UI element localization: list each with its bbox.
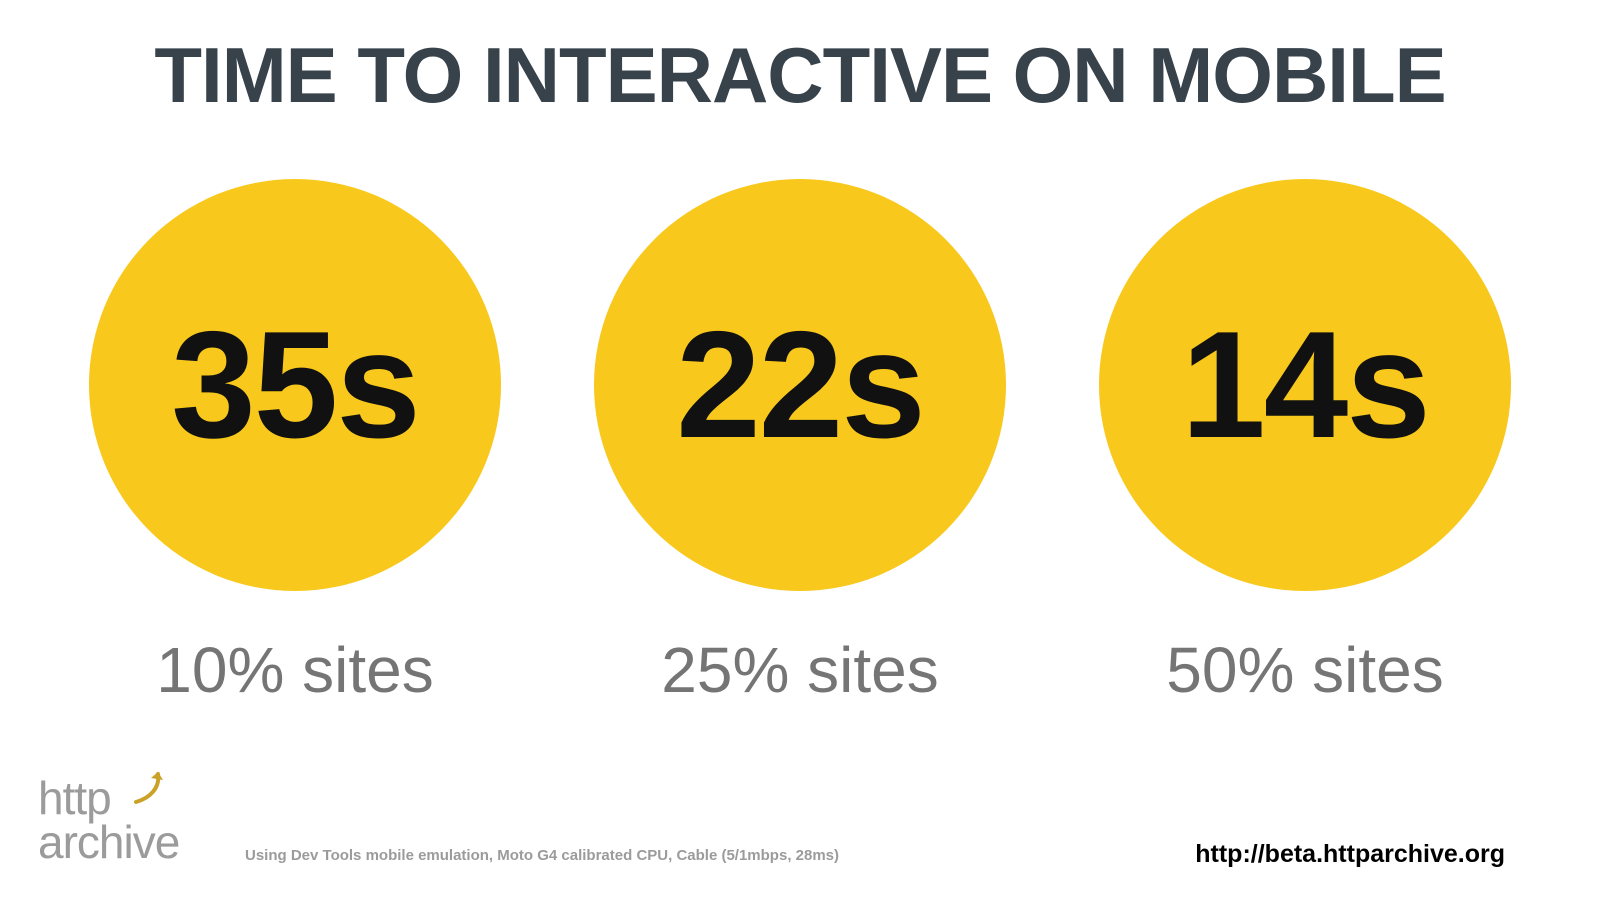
stat-value-50: 14s xyxy=(1181,299,1431,470)
site-url: http://beta.httparchive.org xyxy=(1195,840,1505,868)
methodology-note: Using Dev Tools mobile emulation, Moto G… xyxy=(245,847,840,864)
slide: TIME TO INTERACTIVE ON MOBILE 35s 10% si… xyxy=(0,30,1600,919)
stat-value-10: 35s xyxy=(171,299,421,470)
stat-value-25: 22s xyxy=(676,299,926,470)
stat-10th-percentile: 35s 10% sites xyxy=(85,179,505,707)
stat-label-50: 50% sites xyxy=(1166,634,1444,706)
stat-25th-percentile: 22s 25% sites xyxy=(590,179,1010,707)
stat-circle-50: 14s xyxy=(1099,179,1511,591)
stats-row: 35s 10% sites 22s 25% sites 14s 50% site… xyxy=(0,179,1600,707)
stat-label-25: 25% sites xyxy=(661,634,939,706)
stat-50th-percentile: 14s 50% sites xyxy=(1095,179,1515,707)
stat-label-10: 10% sites xyxy=(156,634,434,706)
stat-circle-25: 22s xyxy=(594,179,1006,591)
page-title: TIME TO INTERACTIVE ON MOBILE xyxy=(154,31,1446,119)
http-archive-logo: http archive xyxy=(38,772,180,868)
logo-swoosh-icon xyxy=(134,772,163,804)
logo-text-http: http xyxy=(38,772,112,824)
logo-text-archive: archive xyxy=(38,816,180,868)
stat-circle-10: 35s xyxy=(89,179,501,591)
